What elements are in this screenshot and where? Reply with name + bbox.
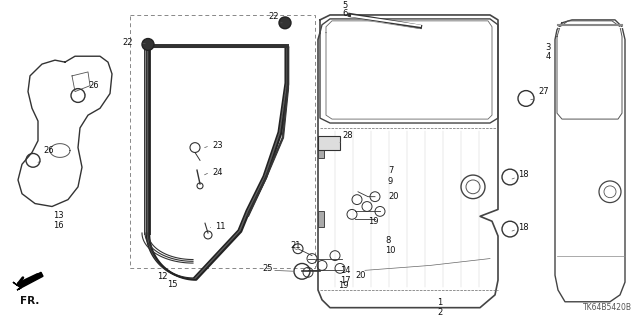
Text: 7: 7 — [388, 166, 394, 175]
Text: 23: 23 — [212, 141, 223, 150]
Text: 11: 11 — [215, 222, 225, 231]
Bar — [318, 136, 340, 150]
Text: 27: 27 — [538, 87, 548, 96]
Text: 5: 5 — [342, 1, 348, 10]
Text: 18: 18 — [518, 170, 529, 179]
Text: 14: 14 — [340, 266, 351, 275]
Text: 26: 26 — [88, 81, 99, 90]
Text: 16: 16 — [52, 221, 63, 230]
Text: 3: 3 — [545, 43, 550, 52]
Circle shape — [279, 17, 291, 29]
Text: 2: 2 — [437, 308, 443, 317]
Text: 12: 12 — [157, 272, 167, 281]
Text: 4: 4 — [545, 52, 550, 61]
Bar — [130, 15, 315, 268]
Circle shape — [142, 39, 154, 50]
Polygon shape — [13, 272, 43, 290]
Bar — [318, 143, 324, 158]
Bar — [318, 211, 324, 227]
Text: 25: 25 — [262, 264, 273, 273]
Text: 19: 19 — [338, 281, 349, 290]
Text: 22: 22 — [122, 38, 133, 47]
Text: 1: 1 — [437, 298, 443, 307]
Text: 6: 6 — [342, 9, 348, 18]
Text: 24: 24 — [212, 167, 223, 177]
Text: 15: 15 — [167, 280, 177, 289]
Text: TK64B5420B: TK64B5420B — [583, 303, 632, 312]
Text: 10: 10 — [385, 246, 396, 255]
Text: 19: 19 — [368, 217, 378, 226]
Text: 20: 20 — [388, 192, 399, 201]
Text: 28: 28 — [342, 131, 353, 140]
Text: 21: 21 — [290, 241, 301, 250]
Text: 9: 9 — [388, 177, 393, 186]
Text: 20: 20 — [355, 271, 365, 280]
Text: 26: 26 — [43, 146, 54, 155]
Text: 18: 18 — [518, 223, 529, 232]
Text: 22: 22 — [268, 12, 278, 21]
Text: 13: 13 — [52, 211, 63, 220]
Text: 17: 17 — [340, 276, 351, 285]
Text: FR.: FR. — [20, 296, 40, 306]
Text: 8: 8 — [385, 236, 390, 245]
